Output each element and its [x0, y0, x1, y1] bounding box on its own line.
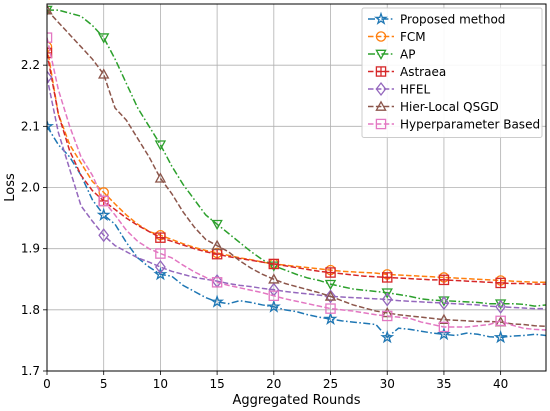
x-tick-label: 30: [380, 377, 395, 391]
legend-label: Astraea: [400, 65, 446, 79]
x-tick-label: 40: [493, 377, 508, 391]
data-point: [211, 277, 223, 288]
data-point: [495, 315, 506, 327]
data-point: [211, 219, 223, 231]
data-point: [268, 273, 280, 284]
data-point: [325, 267, 336, 278]
data-point: [493, 330, 508, 344]
legend: Proposed method FCM AP Astraea HFEL Hier-Loca…: [361, 7, 543, 138]
series-line: [47, 46, 546, 284]
data-point: [325, 303, 336, 314]
data-point: [155, 232, 166, 243]
data-point: [154, 172, 167, 183]
legend-label: FCM: [400, 30, 426, 44]
legend-item: Hyperparameter Based: [368, 118, 540, 132]
data-point: [381, 310, 393, 322]
y-axis-label: Loss: [3, 173, 18, 202]
legend-label: Hier-Local QSGD: [400, 100, 499, 114]
legend-item: FCM: [368, 30, 426, 44]
x-tick-label: 35: [436, 377, 451, 391]
data-point: [96, 207, 111, 221]
y-tick-label: 2.2: [21, 58, 40, 72]
data-point: [210, 294, 225, 308]
data-point: [153, 267, 168, 281]
data-point: [98, 195, 109, 207]
legend-marker: [375, 31, 387, 42]
x-tick-label: 20: [266, 377, 281, 391]
data-point: [154, 259, 166, 275]
series-line: [47, 125, 546, 339]
legend-marker: [374, 11, 388, 25]
legend-label: Proposed method: [400, 13, 505, 27]
legend-box: [361, 7, 543, 138]
y-tick-label: 2.1: [21, 119, 40, 133]
x-axis-label: Aggregated Rounds: [232, 393, 360, 408]
series-line: [47, 9, 546, 307]
data-point: [436, 326, 451, 341]
data-point: [268, 258, 280, 270]
data-point: [47, 4, 53, 15]
series-6: [47, 32, 546, 333]
series-layer: [47, 4, 546, 344]
data-point: [438, 313, 450, 324]
legend-marker: [375, 66, 387, 77]
x-tick-label: 10: [153, 377, 168, 391]
data-point: [324, 279, 337, 291]
series-line: [47, 9, 546, 328]
legend-marker: [375, 49, 387, 60]
x-tick-label: 15: [209, 377, 224, 391]
data-point: [438, 274, 450, 286]
data-point: [98, 228, 110, 243]
series-line: [47, 77, 546, 310]
series-0: [47, 119, 546, 344]
legend-item: HFEL: [368, 81, 431, 97]
legend-item: Proposed method: [368, 11, 505, 27]
legend-marker: [375, 100, 387, 111]
data-point: [381, 272, 393, 283]
data-point: [495, 277, 506, 289]
data-point: [154, 140, 167, 151]
data-point: [97, 68, 110, 79]
data-point: [438, 321, 450, 333]
data-point: [325, 289, 336, 304]
y-tick-label: 1.7: [21, 364, 40, 378]
data-point: [268, 290, 280, 302]
axis-ticks: 0 5 10 15 20 25 30 35 40 1.7 1.8 1.9 2.0 2.1 2.2: [21, 58, 508, 391]
data-point: [495, 299, 507, 314]
legend-item: Hier-Local QSGD: [368, 100, 499, 114]
data-point: [381, 288, 393, 299]
data-point: [324, 290, 337, 301]
y-tick-label: 2.0: [21, 181, 40, 195]
x-tick-label: 25: [323, 377, 338, 391]
data-point: [323, 311, 338, 325]
legend-label: Hyperparameter Based: [400, 118, 540, 132]
y-tick-label: 1.9: [21, 242, 40, 256]
x-tick-label: 0: [43, 377, 51, 391]
series-line: [47, 37, 546, 331]
legend-marker: [375, 118, 387, 130]
data-point: [438, 296, 450, 311]
data-point: [381, 292, 393, 307]
data-point: [380, 330, 395, 344]
data-point: [47, 70, 53, 85]
x-tick-label: 5: [100, 377, 108, 391]
data-point: [266, 299, 281, 313]
legend-item: Astraea: [368, 65, 446, 79]
data-point: [211, 248, 223, 260]
data-point: [47, 119, 54, 133]
legend-label: AP: [400, 48, 415, 62]
data-point: [155, 248, 166, 259]
y-tick-label: 1.8: [21, 303, 40, 317]
legend-label: HFEL: [400, 83, 431, 97]
series-line: [47, 52, 546, 285]
legend-item: AP: [368, 48, 415, 62]
legend-marker: [375, 81, 387, 97]
data-point: [211, 239, 223, 250]
data-point: [97, 33, 110, 44]
